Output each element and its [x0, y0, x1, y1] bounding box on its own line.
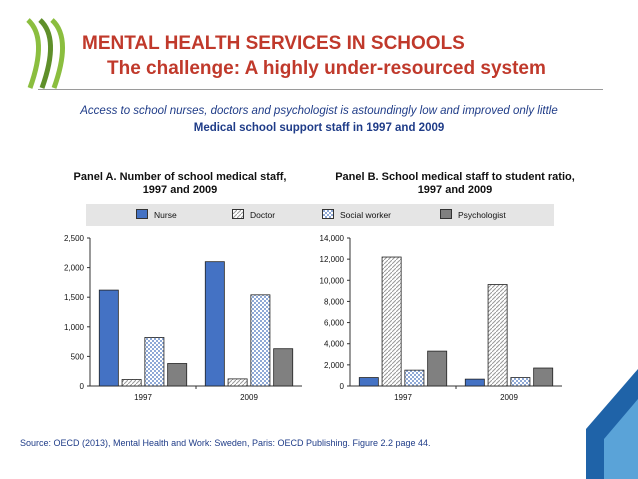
slide-title: MENTAL HEALTH SERVICES IN SCHOOLS [82, 33, 465, 54]
y-tick-label: 2,500 [64, 234, 85, 243]
legend-swatch-psychologist [440, 209, 452, 219]
y-tick-label: 4,000 [324, 340, 345, 349]
y-tick-label: 1,000 [64, 323, 85, 332]
slide-subtitle: The challenge: A highly under-resourced … [107, 58, 546, 79]
panel-a-title: Panel A. Number of school medical staff,… [60, 171, 300, 197]
legend-label: Social worker [340, 210, 392, 220]
panel-b-chart: 0 2,000 4,000 6,000 8,000 10,000 12,000 14,000 1… [320, 234, 562, 402]
legend-label: Nurse [154, 210, 177, 220]
bar-psychologist [167, 363, 188, 387]
panel-a-chart: 0 500 1,000 1,500 2,000 2,500 1997 2009 [64, 234, 302, 402]
bar-nurse [358, 377, 379, 387]
y-tick-label: 0 [340, 382, 345, 391]
bar-social-worker [404, 369, 425, 387]
y-tick-label: 2,000 [324, 361, 345, 370]
bar-doctor [121, 379, 142, 387]
y-tick-label: 10,000 [320, 276, 345, 285]
legend-item-psychologist: Psychologist [440, 209, 506, 220]
figure-title: Medical school support staff in 1997 and… [193, 122, 445, 134]
panel-b-title-line1: Panel B. School medical staff to student… [335, 171, 575, 183]
corner-decoration [586, 369, 638, 479]
divider [38, 89, 603, 90]
y-tick-label: 8,000 [324, 297, 345, 306]
bar-nurse [98, 289, 119, 387]
legend-item-doctor: Doctor [232, 209, 275, 220]
legend-label: Doctor [250, 210, 276, 220]
logo-stripe [26, 18, 41, 89]
bar-social-worker [250, 294, 271, 387]
y-tick-label: 2,000 [64, 264, 85, 273]
bar-doctor [227, 378, 248, 387]
bar-nurse [464, 378, 485, 387]
bar-psychologist [533, 367, 554, 387]
legend-label: Psychologist [458, 210, 506, 220]
bar-psychologist [273, 348, 294, 387]
legend-item-nurse: Nurse [136, 209, 177, 220]
chart-legend: Nurse Doctor Social worker Psychologist [86, 204, 554, 226]
bar-social-worker [144, 337, 165, 387]
intro-text: Access to school nurses, doctors and psy… [80, 105, 558, 117]
legend-swatch-nurse [136, 209, 148, 219]
bar-nurse [204, 261, 225, 387]
logo-stripe [50, 18, 65, 89]
x-tick-label: 2009 [500, 393, 518, 402]
x-tick-label: 2009 [240, 393, 258, 402]
bar-doctor [381, 256, 402, 387]
bar-social-worker [510, 377, 531, 387]
source-note: Source: OECD (2013), Mental Health and W… [20, 438, 431, 448]
y-tick-label: 500 [71, 352, 85, 361]
bar-doctor [487, 284, 508, 387]
panel-b-title: Panel B. School medical staff to student… [320, 171, 590, 197]
panel-b-title-line2: 1997 and 2009 [417, 184, 493, 196]
legend-item-social-worker: Social worker [322, 209, 391, 220]
y-tick-label: 0 [80, 382, 85, 391]
oecd-logo [26, 18, 65, 89]
x-tick-label: 1997 [394, 393, 412, 402]
legend-swatch-social-worker [322, 209, 334, 219]
x-tick-label: 1997 [134, 393, 152, 402]
panel-a-title-line2: 1997 and 2009 [142, 184, 218, 196]
y-tick-label: 14,000 [320, 234, 345, 243]
bar-psychologist [427, 350, 448, 387]
legend-swatch-doctor [232, 209, 244, 219]
y-tick-label: 1,500 [64, 293, 85, 302]
logo-stripe [38, 18, 53, 89]
panel-a-title-line1: Panel A. Number of school medical staff, [73, 171, 287, 183]
y-tick-label: 12,000 [320, 255, 345, 264]
y-tick-label: 6,000 [324, 319, 345, 328]
